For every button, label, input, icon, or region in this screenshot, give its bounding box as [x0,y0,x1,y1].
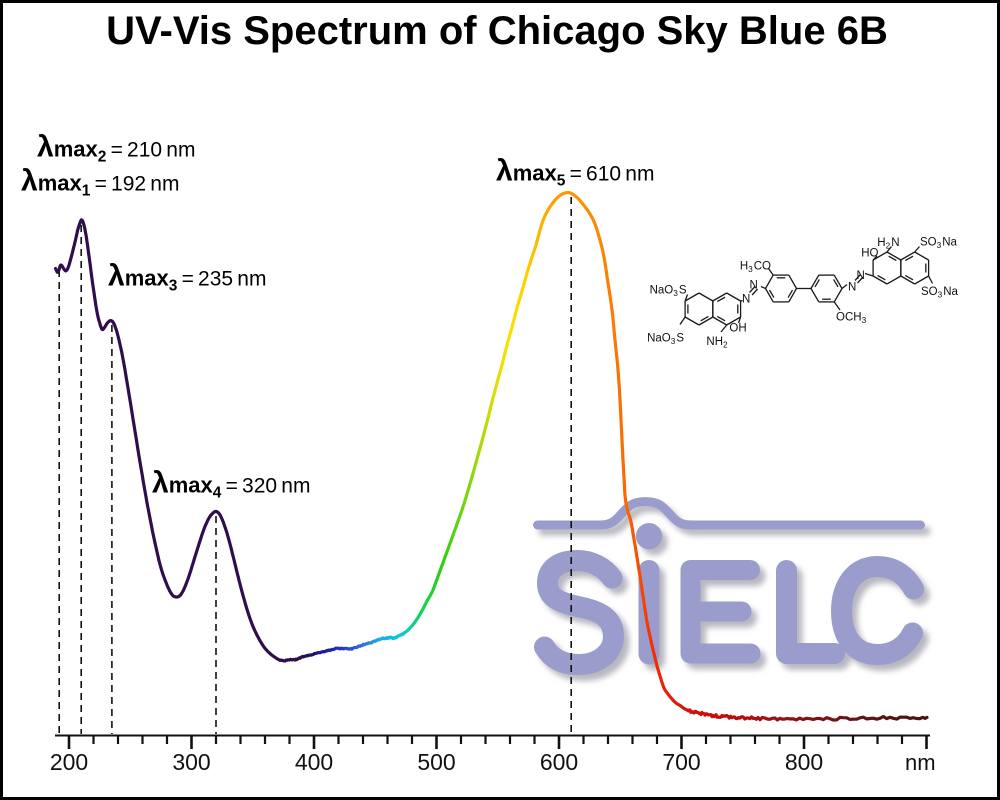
svg-text:N: N [742,294,750,306]
svg-text:NaO3 S: NaO3 S [647,333,684,347]
svg-text:OH: OH [729,323,746,335]
svg-text:400: 400 [295,749,333,775]
svg-text:OCH3: OCH3 [836,312,867,326]
svg-text:NaO3 S: NaO3 S [650,285,687,299]
svg-text:200: 200 [50,749,88,775]
svg-text:700: 700 [662,749,700,775]
svg-text:800: 800 [785,749,823,775]
svg-text:N: N [857,270,865,282]
svg-text:nm: nm [905,750,936,775]
svg-text:NH2: NH2 [706,336,728,350]
svg-text:600: 600 [540,749,578,775]
svg-text:N: N [750,280,758,292]
svg-text:H2 N: H2 N [877,237,899,251]
svg-text:SO3 Na: SO3 Na [921,286,959,300]
svg-text:H3 CO: H3 CO [740,261,771,275]
svg-text:HO: HO [861,248,878,260]
svg-text:SO3 Na: SO3 Na [920,237,958,251]
svg-text:300: 300 [172,749,210,775]
svg-text:500: 500 [417,749,455,775]
svg-text:λmax5 = 610 nm: λmax5 = 610 nm [496,155,654,190]
svg-text:N: N [848,282,856,294]
svg-text:UV-Vis Spectrum of Chicago Sky: UV-Vis Spectrum of Chicago Sky Blue 6B [106,9,888,53]
